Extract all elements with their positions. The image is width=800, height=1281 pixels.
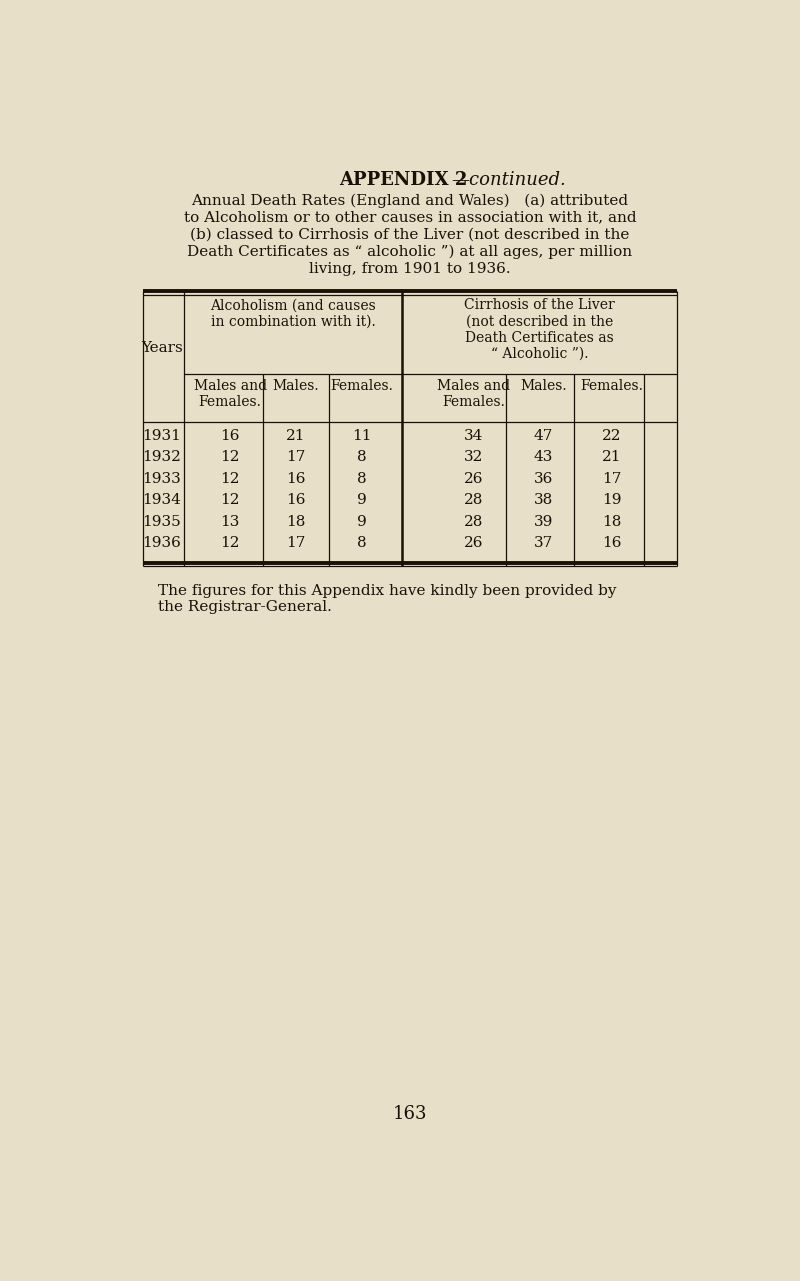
Text: 26: 26 [464,471,483,485]
Text: The figures for this Appendix have kindly been provided by: The figures for this Appendix have kindl… [158,584,617,598]
Text: 13: 13 [221,515,240,529]
Text: Cirrhosis of the Liver
(not described in the
Death Certificates as
“ Alcoholic ”: Cirrhosis of the Liver (not described in… [465,298,615,361]
Text: 163: 163 [393,1104,427,1122]
Text: Years: Years [141,341,183,355]
Text: 43: 43 [534,450,553,464]
Text: the Registrar-General.: the Registrar-General. [158,600,332,614]
Text: 28: 28 [464,515,483,529]
Text: 17: 17 [602,471,621,485]
Text: Males and
Females.: Males and Females. [437,379,510,409]
Text: 8: 8 [357,537,366,551]
Text: Males and
Females.: Males and Females. [194,379,266,409]
Text: 34: 34 [464,429,483,443]
Text: living, from 1901 to 1936.: living, from 1901 to 1936. [309,261,511,275]
Text: 12: 12 [221,450,240,464]
Text: 28: 28 [464,493,483,507]
Text: 16: 16 [221,429,240,443]
Text: 37: 37 [534,537,553,551]
Text: APPENDIX 2: APPENDIX 2 [338,170,467,188]
Text: 1935: 1935 [142,515,182,529]
Text: 16: 16 [602,537,622,551]
Text: 1931: 1931 [142,429,182,443]
Text: 1936: 1936 [142,537,182,551]
Text: 39: 39 [534,515,553,529]
Text: Females.: Females. [330,379,394,392]
Text: Alcoholism (and causes
in combination with it).: Alcoholism (and causes in combination wi… [210,298,376,329]
Text: 1932: 1932 [142,450,182,464]
Text: 47: 47 [534,429,553,443]
Text: Annual Death Rates (England and Wales)   (a) attributed: Annual Death Rates (England and Wales) (… [191,193,629,208]
Text: 17: 17 [286,450,306,464]
Text: 12: 12 [221,471,240,485]
Text: 8: 8 [357,471,366,485]
Text: 16: 16 [286,471,306,485]
Text: 22: 22 [602,429,622,443]
Text: Females.: Females. [580,379,643,392]
Text: 17: 17 [286,537,306,551]
Text: 36: 36 [534,471,553,485]
Text: Males.: Males. [520,379,566,392]
Text: 26: 26 [464,537,483,551]
Text: 1934: 1934 [142,493,182,507]
Text: 11: 11 [352,429,372,443]
Text: 1933: 1933 [142,471,182,485]
Text: 12: 12 [221,537,240,551]
Text: (b) classed to Cirrhosis of the Liver (not described in the: (b) classed to Cirrhosis of the Liver (n… [190,228,630,242]
Text: 32: 32 [464,450,483,464]
Text: 21: 21 [602,450,622,464]
Text: 8: 8 [357,450,366,464]
Text: 18: 18 [602,515,621,529]
Text: 9: 9 [357,515,367,529]
Text: Death Certificates as “ alcoholic ”) at all ages, per million: Death Certificates as “ alcoholic ”) at … [187,245,633,259]
Text: 38: 38 [534,493,553,507]
Text: 9: 9 [357,493,367,507]
Text: —continued.: —continued. [451,170,566,188]
Text: 18: 18 [286,515,306,529]
Text: 19: 19 [602,493,622,507]
Text: Males.: Males. [273,379,319,392]
Text: to Alcoholism or to other causes in association with it, and: to Alcoholism or to other causes in asso… [184,210,636,224]
Text: 12: 12 [221,493,240,507]
Text: 16: 16 [286,493,306,507]
Text: 21: 21 [286,429,306,443]
